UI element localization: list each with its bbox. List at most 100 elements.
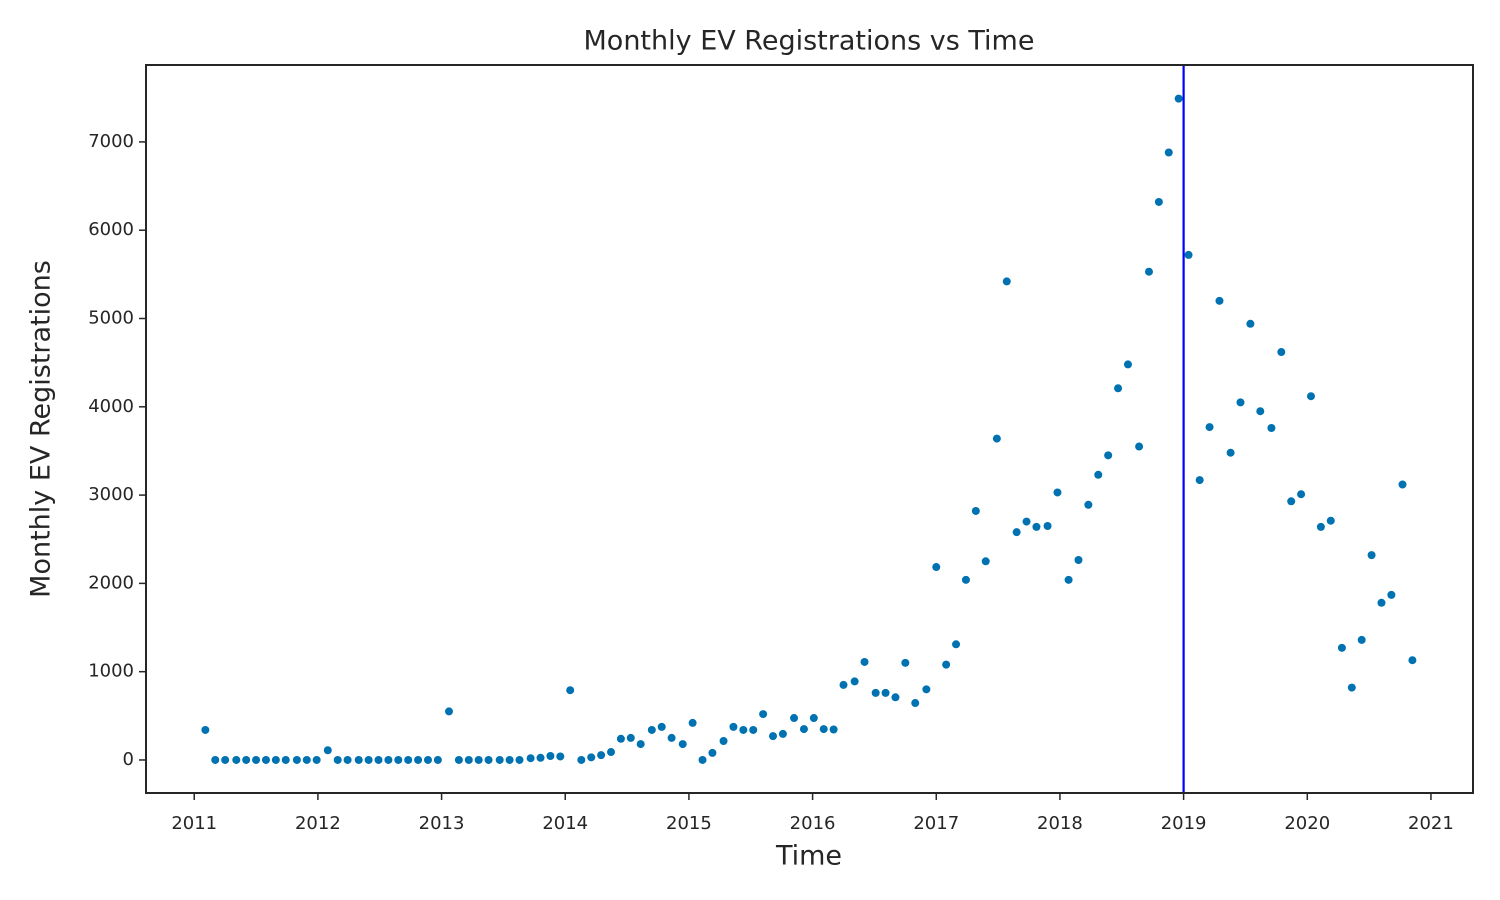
chart-title: Monthly EV Registrations vs Time [584, 26, 1035, 57]
data-point [414, 755, 423, 764]
data-point [1297, 490, 1306, 499]
data-point [667, 733, 676, 742]
data-point [394, 755, 403, 764]
data-point [749, 725, 758, 734]
data-point [312, 755, 321, 764]
y-tick-label: 0 [123, 749, 134, 770]
data-point [333, 755, 342, 764]
data-point [384, 755, 393, 764]
data-point [778, 729, 787, 738]
data-point [708, 748, 717, 757]
y-tick-label: 4000 [88, 396, 134, 417]
data-point [1306, 392, 1315, 401]
data-point [1316, 522, 1325, 531]
data-point [860, 657, 869, 666]
data-point [364, 755, 373, 764]
data-point [839, 680, 848, 689]
data-point [790, 714, 799, 723]
data-point [423, 755, 432, 764]
data-point [464, 755, 473, 764]
data-point [292, 755, 301, 764]
data-point [1205, 423, 1214, 432]
data-point [252, 755, 261, 764]
data-point [404, 755, 413, 764]
x-tick-label: 2015 [666, 813, 712, 834]
data-point [1337, 643, 1346, 652]
data-point [484, 755, 493, 764]
data-point [577, 755, 586, 764]
data-point [1043, 521, 1052, 530]
data-point [961, 575, 970, 584]
data-point [1347, 683, 1356, 692]
data-point [242, 755, 251, 764]
data-point [971, 506, 980, 515]
data-point [1236, 398, 1245, 407]
data-point [636, 740, 645, 749]
data-point [871, 688, 880, 697]
x-tick-label: 2018 [1037, 813, 1083, 834]
data-point [911, 699, 920, 708]
plot-frame [145, 64, 1474, 794]
data-point [1094, 470, 1103, 479]
x-tick-label: 2016 [790, 813, 836, 834]
data-point [616, 734, 625, 743]
x-tick-label: 2021 [1408, 813, 1454, 834]
data-point [271, 755, 280, 764]
data-point [343, 755, 352, 764]
data-point [657, 722, 666, 731]
data-point [809, 714, 818, 723]
data-point [454, 755, 463, 764]
y-tick-label: 1000 [88, 661, 134, 682]
data-point [1074, 555, 1083, 564]
data-point [819, 725, 828, 734]
data-point [1367, 551, 1376, 560]
x-tick-label: 2012 [295, 813, 341, 834]
data-point [587, 753, 596, 762]
data-point [1104, 451, 1113, 460]
data-point [901, 658, 910, 667]
x-tick-label: 2017 [913, 813, 959, 834]
data-point [881, 688, 890, 697]
x-tick-label: 2020 [1284, 813, 1330, 834]
y-tick-label: 7000 [88, 131, 134, 152]
data-point [1022, 517, 1031, 526]
data-point [1184, 250, 1193, 259]
data-point [546, 752, 555, 761]
data-point [1398, 480, 1407, 489]
data-point [495, 755, 504, 764]
data-point [1135, 442, 1144, 451]
data-point [981, 557, 990, 566]
x-tick-label: 2011 [171, 813, 217, 834]
data-point [1053, 488, 1062, 497]
data-point [1226, 448, 1235, 457]
data-point [799, 725, 808, 734]
data-point [354, 755, 363, 764]
data-point [1144, 267, 1153, 276]
data-point [942, 660, 951, 669]
data-point [597, 751, 606, 760]
data-point [1408, 656, 1417, 665]
data-point [850, 677, 859, 686]
data-point [1002, 277, 1011, 286]
data-point [515, 755, 524, 764]
data-point [281, 755, 290, 764]
y-tick-label: 5000 [88, 307, 134, 328]
data-point [323, 746, 332, 755]
data-point [1377, 598, 1386, 607]
data-point [647, 725, 656, 734]
data-point [221, 755, 230, 764]
data-point [1012, 528, 1021, 537]
data-point [1114, 384, 1123, 393]
data-point [444, 707, 453, 716]
data-point [302, 755, 311, 764]
data-point [607, 748, 616, 757]
data-point [536, 753, 545, 762]
data-point [1195, 476, 1204, 485]
x-tick-label: 2014 [542, 813, 588, 834]
data-point [1246, 319, 1255, 328]
data-point [1164, 148, 1173, 157]
data-point [374, 755, 383, 764]
data-point [678, 740, 687, 749]
data-point [1256, 407, 1265, 416]
